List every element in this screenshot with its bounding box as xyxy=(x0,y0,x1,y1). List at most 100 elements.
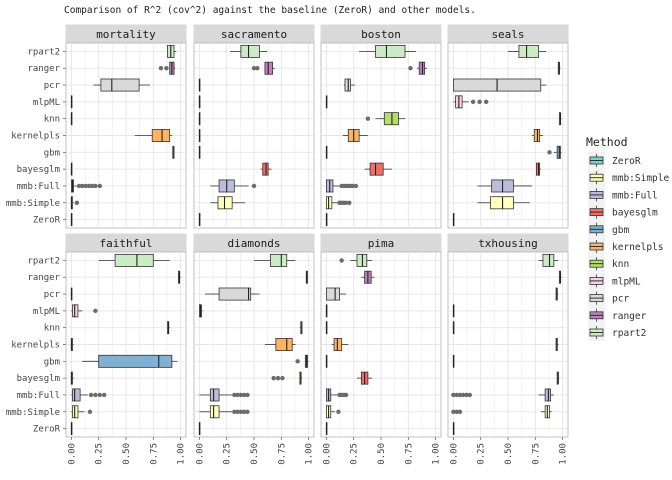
legend-label: ranger xyxy=(612,311,647,322)
outlier-point xyxy=(483,99,489,105)
box-mmb:Simple xyxy=(325,405,341,419)
panel-strip-label: txhousing xyxy=(478,237,538,250)
box-mmb:Full xyxy=(71,388,107,402)
outlier-point xyxy=(275,375,281,381)
outlier-point xyxy=(76,183,82,189)
legend-entry-gbm: gbm xyxy=(588,220,629,238)
outlier-point xyxy=(339,258,344,263)
box-iqr xyxy=(269,253,288,267)
box-iqr xyxy=(72,388,81,402)
box-ZeroR xyxy=(325,422,328,436)
box-mmb:Simple xyxy=(71,405,93,419)
box-knn xyxy=(325,321,328,335)
x-tick-label: 0.50 xyxy=(122,443,132,465)
box-rpart2 xyxy=(508,44,547,58)
box-mmb:Full xyxy=(199,388,250,402)
outlier-point xyxy=(164,66,169,71)
box-pcr xyxy=(204,287,260,301)
outlier-point xyxy=(245,409,250,414)
outlier-point xyxy=(238,392,244,398)
y-tick-label: pcr xyxy=(44,81,61,91)
outlier-point xyxy=(86,183,92,189)
outlier-point xyxy=(457,392,463,398)
legend-label: mmb:Full xyxy=(612,190,658,201)
outlier-point xyxy=(251,183,257,189)
y-tick-label: mmb:Simple xyxy=(6,408,60,418)
outlier-point xyxy=(238,409,244,414)
legend-label: gbm xyxy=(612,225,629,236)
legend-entry-kernelpls: kernelpls xyxy=(588,238,663,255)
x-tick-label: 0.50 xyxy=(377,443,387,465)
box-bayesglm xyxy=(70,162,73,176)
box-mmb:Simple xyxy=(199,405,250,419)
legend-entry-mmb:Full: mmb:Full xyxy=(588,186,658,204)
box-mmb:Full xyxy=(210,179,257,193)
y-tick-label: rpart2 xyxy=(27,256,60,266)
y-tick-label: ranger xyxy=(27,64,60,74)
box-iqr xyxy=(209,388,220,402)
legend-label: knn xyxy=(612,259,629,270)
panel-seals: seals xyxy=(447,24,569,229)
box-mlpML xyxy=(325,304,328,318)
x-tick-label: 0.75 xyxy=(277,443,287,465)
outlier-point xyxy=(547,150,552,155)
outlier-point xyxy=(74,200,80,205)
legend-entry-bayesglm: bayesglm xyxy=(588,203,658,221)
legend-entry-mlpML: mlpML xyxy=(588,272,641,290)
box-knn xyxy=(299,321,303,335)
outlier-point xyxy=(97,392,102,398)
legend-label: mmb:Simple xyxy=(612,173,669,184)
panel-strip-label: diamonds xyxy=(228,237,281,250)
x-tick-label: 1.00 xyxy=(432,443,442,465)
outlier-point xyxy=(235,392,240,398)
x-tick-label: 1.00 xyxy=(177,443,187,465)
panel-txhousing: txhousing 0.00 0.25 0.50 0.75 1.00 xyxy=(447,233,569,465)
x-tick-label: 0.00 xyxy=(449,443,459,465)
panel-boston: boston xyxy=(320,24,442,229)
legend-label: rpart2 xyxy=(612,328,646,339)
box-iqr xyxy=(375,44,406,58)
box-knn xyxy=(452,321,455,335)
box-ZeroR xyxy=(70,213,73,227)
y-tick-label: pcr xyxy=(44,290,61,300)
y-tick-label: rpart2 xyxy=(27,47,60,57)
outlier-point xyxy=(241,409,247,414)
panel-faithful: faithful rpart2 ranger pcr mlpML knn kernelpls… xyxy=(6,233,187,465)
box-pcr xyxy=(198,78,201,92)
outlier-point xyxy=(88,392,94,398)
outlier-point xyxy=(271,375,276,381)
box-pcr xyxy=(452,78,547,92)
x-tick-label: 0.75 xyxy=(149,443,159,465)
panel-pima: pima 0.00 0.25 0.50 0.75 1.00 xyxy=(320,233,442,465)
x-tick-label: 0.50 xyxy=(504,443,514,465)
box-mlpML xyxy=(452,304,455,318)
outlier-point xyxy=(457,409,463,414)
outlier-point xyxy=(470,99,476,105)
box-mlpML xyxy=(71,304,98,318)
box-ZeroR xyxy=(452,213,455,227)
outlier-point xyxy=(97,183,102,189)
box-gbm xyxy=(547,145,562,159)
x-tick-label: 0.25 xyxy=(477,443,487,465)
box-kernelpls xyxy=(264,338,296,351)
y-tick-label: mlpML xyxy=(33,307,60,317)
y-tick-label: mmb:Simple xyxy=(6,199,60,209)
y-tick-label: gbm xyxy=(44,357,60,367)
box-ranger xyxy=(178,270,181,284)
outlier-point xyxy=(343,392,349,398)
legend-entry-pcr: pcr xyxy=(588,289,629,307)
outlier-point xyxy=(80,183,85,189)
box-ranger xyxy=(557,61,561,75)
box-mmb:Full xyxy=(325,388,349,402)
box-rpart2 xyxy=(538,253,559,267)
outlier-point xyxy=(235,409,240,414)
y-tick-label: mmb:Full xyxy=(17,182,60,192)
legend-label: mlpML xyxy=(612,276,641,287)
box-kernelpls xyxy=(555,338,559,351)
box-knn xyxy=(70,112,73,126)
box-iqr xyxy=(240,44,260,58)
box-rpart2 xyxy=(339,253,373,267)
outlier-point xyxy=(365,116,371,121)
outlier-point xyxy=(454,392,459,398)
box-gbm xyxy=(325,145,328,159)
